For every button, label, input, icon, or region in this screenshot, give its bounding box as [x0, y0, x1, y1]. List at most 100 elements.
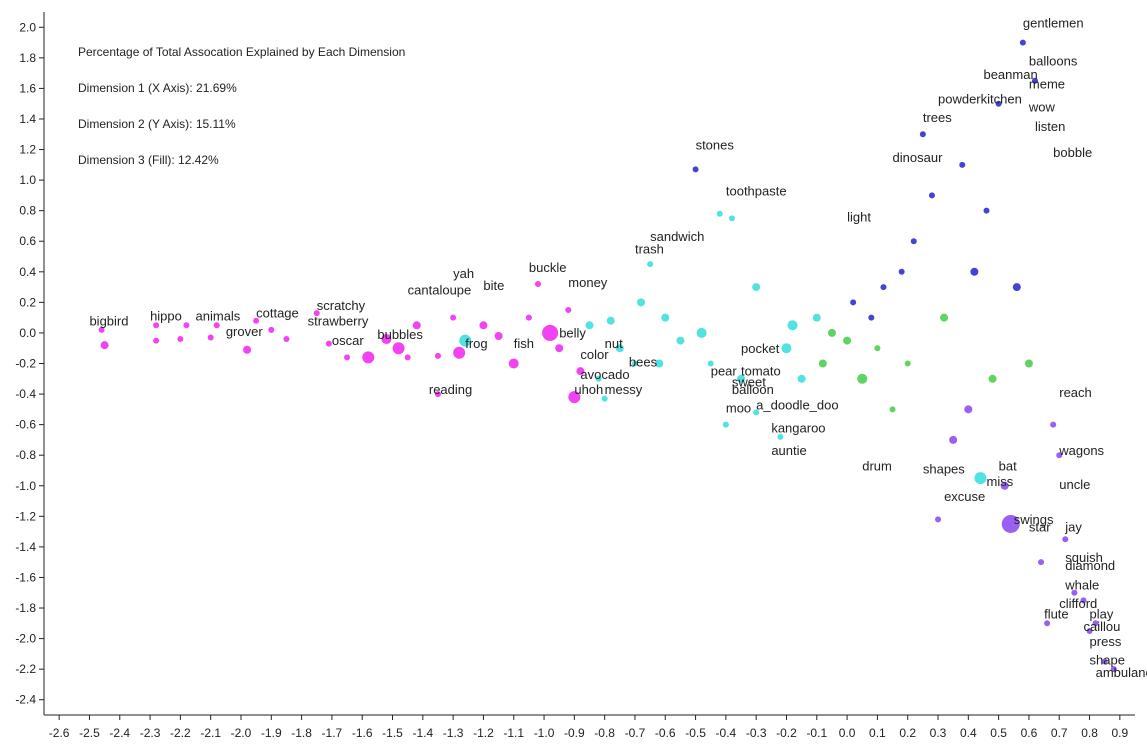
- point-label: a_doodle_doo: [756, 397, 838, 412]
- data-point: [392, 342, 405, 355]
- point-label: star: [1029, 520, 1051, 535]
- data-point: [1080, 597, 1087, 604]
- x-tick-label: -2.2: [170, 726, 191, 740]
- data-point: [631, 360, 638, 367]
- data-point: [1101, 658, 1108, 665]
- data-point: [647, 261, 654, 268]
- point-label: belly: [559, 326, 586, 341]
- data-point: [404, 354, 411, 361]
- data-point: [857, 373, 868, 384]
- x-tick-label: 0.5: [990, 726, 1007, 740]
- point-label: bees: [629, 355, 658, 370]
- data-point: [1086, 627, 1093, 634]
- point-label: pear: [711, 364, 738, 379]
- point-label: gentlemen: [1023, 15, 1084, 30]
- y-tick-label: 0.8: [19, 204, 36, 218]
- x-tick-label: -1.7: [322, 726, 343, 740]
- data-point: [325, 340, 332, 347]
- x-tick-label: -1.2: [473, 726, 494, 740]
- legend-line-title: Percentage of Total Assocation Explained…: [78, 45, 406, 59]
- point-label: uncle: [1059, 477, 1090, 492]
- x-tick-label: -1.9: [261, 726, 282, 740]
- y-tick-label: -1.4: [15, 540, 36, 554]
- point-label: squish: [1065, 550, 1103, 565]
- data-point: [850, 299, 857, 306]
- data-point: [1044, 620, 1051, 627]
- x-tick-label: -1.8: [291, 726, 312, 740]
- point-label: wow: [1028, 99, 1056, 114]
- data-point: [728, 215, 735, 222]
- data-point: [1071, 589, 1078, 596]
- data-point: [935, 516, 942, 523]
- data-point: [919, 131, 926, 138]
- data-point: [412, 321, 421, 330]
- data-point: [98, 326, 105, 333]
- point-label: bobble: [1053, 145, 1092, 160]
- data-point: [928, 192, 935, 199]
- data-point: [898, 268, 905, 275]
- point-label: bubbles: [377, 327, 423, 342]
- x-tick-label: 0.4: [960, 726, 977, 740]
- point-label: auntie: [771, 443, 806, 458]
- point-label: messy: [605, 382, 643, 397]
- point-label: reach: [1059, 385, 1092, 400]
- point-label: sandwich: [650, 229, 704, 244]
- data-point: [585, 321, 594, 330]
- data-point: [1056, 452, 1063, 459]
- data-point: [752, 283, 761, 292]
- data-point: [910, 238, 917, 245]
- data-point: [615, 344, 624, 353]
- point-label: trees: [923, 110, 952, 125]
- x-tick-label: -2.6: [49, 726, 70, 740]
- data-point: [434, 352, 441, 359]
- data-point: [153, 322, 160, 329]
- data-point: [450, 314, 457, 321]
- point-label: drum: [862, 458, 892, 473]
- point-label: toothpaste: [726, 183, 787, 198]
- x-tick-label: 0.8: [1081, 726, 1098, 740]
- y-tick-label: 0.4: [19, 265, 36, 279]
- y-tick-label: -2.2: [15, 662, 36, 676]
- data-point: [459, 334, 472, 347]
- x-tick-label: 0.1: [869, 726, 886, 740]
- data-point: [661, 313, 670, 322]
- point-label: cantaloupe: [408, 283, 472, 298]
- y-tick-label: -0.2: [15, 357, 36, 371]
- x-tick-label: -1.1: [503, 726, 524, 740]
- data-point: [940, 313, 949, 322]
- point-label: shape: [1090, 653, 1125, 668]
- x-tick-label: -0.5: [685, 726, 706, 740]
- x-tick-label: -0.9: [564, 726, 585, 740]
- data-point: [707, 360, 714, 367]
- y-tick-label: 2.0: [19, 20, 36, 34]
- data-point: [1062, 536, 1069, 543]
- data-point: [508, 358, 519, 369]
- data-point: [362, 351, 375, 364]
- data-point: [479, 321, 488, 330]
- y-tick-label: -1.2: [15, 509, 36, 523]
- chart-legend-text: Percentage of Total Assocation Explained…: [78, 22, 405, 178]
- y-tick-label: 1.0: [19, 173, 36, 187]
- data-point: [268, 326, 275, 333]
- data-point: [213, 322, 220, 329]
- point-label: cottage: [256, 306, 299, 321]
- point-label: stones: [696, 138, 735, 153]
- data-point: [555, 344, 564, 353]
- x-tick-label: -2.0: [231, 726, 252, 740]
- y-tick-label: -1.6: [15, 570, 36, 584]
- x-tick-label: 0.3: [930, 726, 947, 740]
- data-point: [827, 328, 836, 337]
- data-point: [843, 336, 852, 345]
- data-point: [1001, 514, 1020, 533]
- point-label: listen: [1035, 119, 1065, 134]
- point-label: uhoh: [574, 382, 603, 397]
- point-label: caillou: [1083, 619, 1120, 634]
- data-point: [253, 317, 260, 324]
- data-point: [716, 210, 723, 217]
- point-label: swings: [1014, 512, 1054, 527]
- point-label: balloon: [732, 382, 774, 397]
- point-label: excuse: [944, 489, 985, 504]
- data-point: [995, 100, 1002, 107]
- data-point: [207, 334, 214, 341]
